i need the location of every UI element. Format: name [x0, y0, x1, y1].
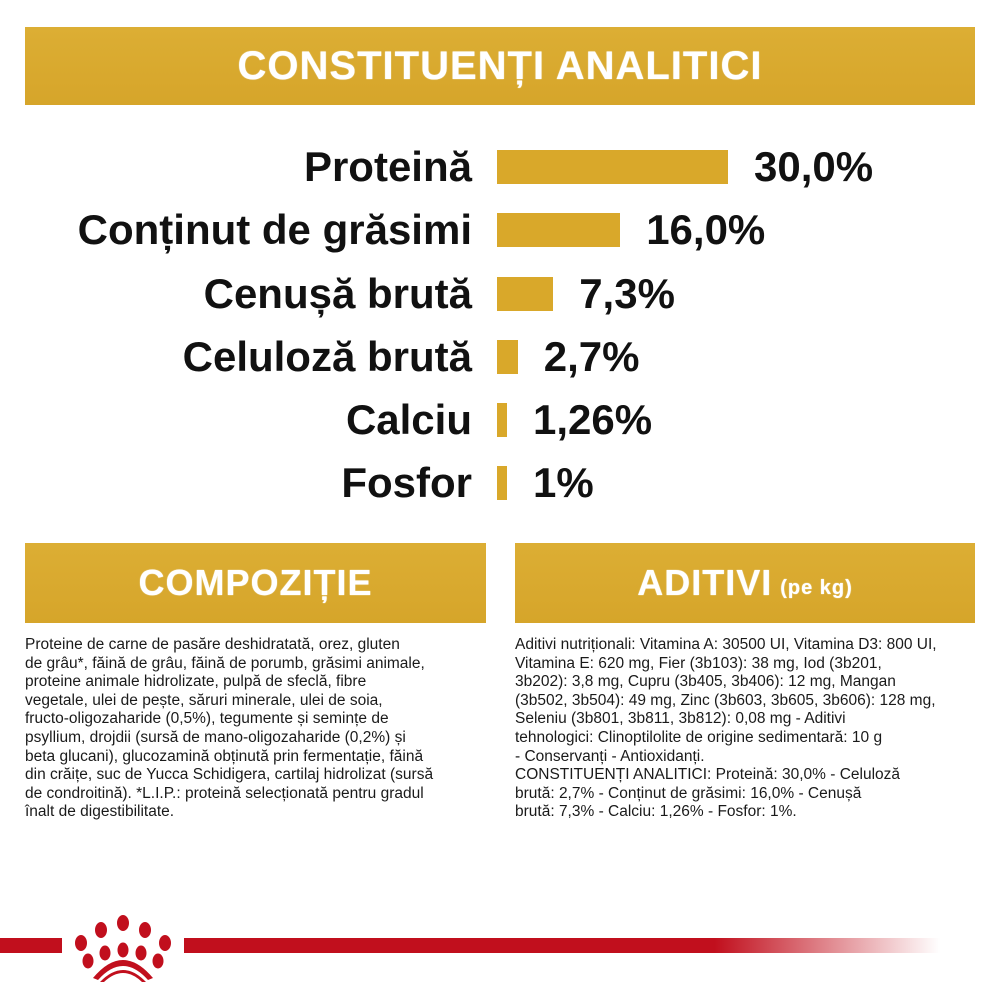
text-line: psyllium, drojdii (sursă de mano-oligoza… — [25, 728, 406, 746]
category-label: Celuloză brută — [182, 333, 472, 380]
text-line: înalt de digestibilitate. — [25, 803, 175, 821]
additives-subtitle: (pe kg) — [780, 576, 853, 599]
category-label: Cenușă brută — [203, 270, 472, 317]
value-label: 30,0% — [754, 143, 874, 190]
value-label: 1% — [533, 459, 594, 506]
bar — [497, 150, 728, 184]
text-line: brută: 2,7% - Conținut de grăsimi: 16,0%… — [515, 784, 862, 802]
composition-text: Proteine de carne de pasăre deshidratată… — [25, 636, 433, 822]
bar — [497, 340, 518, 374]
text-line: de grâu*, făină de grâu, făină de porumb… — [25, 654, 425, 672]
text-line: brută: 7,3% - Calciu: 1,26% - Fosfor: 1%… — [515, 803, 797, 821]
chart-row: Cenușă brută 7,3% — [0, 270, 1000, 317]
text-line: 3b202): 3,8 mg, Cupru (3b405, 3b406): 12… — [515, 673, 896, 691]
value-label: 2,7% — [543, 333, 640, 380]
text-line: din crăițe, suc de Yucca Schidigera, car… — [25, 766, 434, 784]
text-line: CONSTITUENȚI ANALITICI: Proteină: 30,0% … — [515, 766, 901, 784]
category-label: Proteină — [303, 143, 472, 190]
text-line: vegetale, ulei de pește, săruri minerale… — [25, 691, 383, 709]
header-title: CONSTITUENȚI ANALITICI — [237, 43, 763, 88]
bar — [497, 466, 507, 500]
additives-text: Aditivi nutriționali: Vitamina A: 30500 … — [515, 636, 937, 822]
additives-title: ADITIVI — [637, 562, 773, 603]
additives-header: ADITIVI (pe kg) — [515, 543, 975, 623]
category-label: Calciu — [345, 396, 472, 443]
text-line: de condroitină). *L.I.P.: proteină selec… — [25, 784, 424, 802]
chart-row: Conținut de grăsimi 16,0% — [0, 206, 1000, 253]
text-line: proteine animale hidrolizate, pulpă de s… — [25, 673, 367, 691]
category-label: Conținut de grăsimi — [77, 206, 472, 253]
text-line: Vitamina E: 620 mg, Fier (3b103): 38 mg,… — [515, 654, 882, 672]
text-line: fructo-oligozaharide (0,5%), tegumente ș… — [25, 710, 389, 728]
bar — [497, 403, 507, 437]
value-label: 16,0% — [646, 206, 766, 253]
chart-row: Calciu 1,26% — [0, 396, 1000, 443]
bar — [497, 213, 621, 247]
text-line: - Conservanți - Antioxidanți. — [515, 747, 705, 765]
analytical-constituents-header: CONSTITUENȚI ANALITICI — [25, 27, 975, 105]
text-line: beta glucani), glucozamină obținută prin… — [25, 747, 424, 765]
text-line: Aditivi nutriționali: Vitamina A: 30500 … — [515, 636, 937, 653]
composition-title: COMPOZIȚIE — [138, 562, 373, 603]
chart-row: Fosfor 1% — [0, 459, 1000, 506]
text-line: (3b502, 3b504): 49 mg, Zinc (3b603, 3b60… — [515, 691, 936, 709]
text-line: Seleniu (3b801, 3b811, 3b812): 0,08 mg -… — [515, 710, 846, 728]
crown-paw-icon — [75, 915, 171, 982]
royal-canin-crown-logo — [62, 912, 184, 982]
bar — [497, 277, 554, 311]
chart-row: Celuloză brută 2,7% — [0, 333, 1000, 380]
value-label: 1,26% — [533, 396, 653, 443]
chart-row: Proteină 30,0% — [0, 143, 1000, 190]
footer-red-line — [0, 938, 940, 953]
text-line: tehnologici: Clinoptilolite de origine s… — [515, 728, 883, 746]
category-label: Fosfor — [341, 459, 472, 506]
value-label: 7,3% — [579, 270, 675, 317]
text-line: Proteine de carne de pasăre deshidratată… — [25, 636, 400, 653]
composition-header: COMPOZIȚIE — [25, 543, 486, 623]
